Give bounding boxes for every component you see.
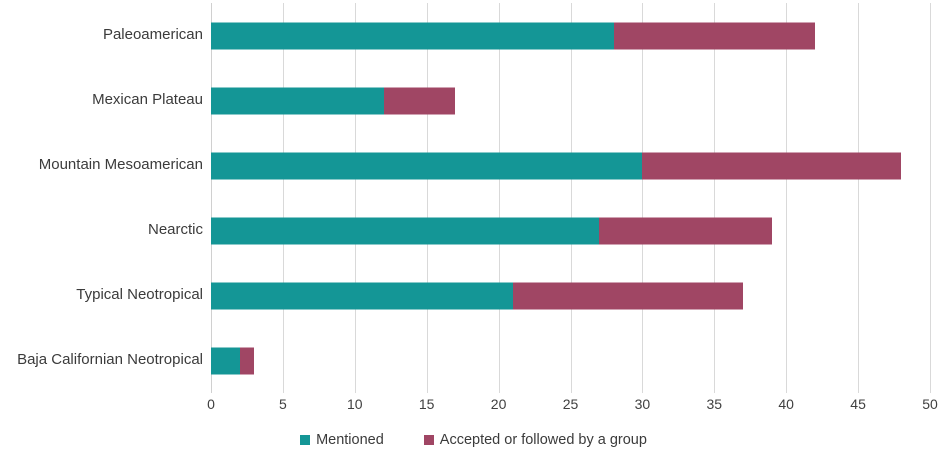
category-label: Mexican Plateau	[92, 91, 203, 109]
legend-label: Mentioned	[316, 432, 384, 448]
bar-slot	[211, 328, 930, 393]
x-tick-label: 10	[347, 396, 363, 412]
x-tick-label: 15	[418, 396, 435, 412]
bar-slot	[211, 3, 930, 68]
bar-segment-accepted	[383, 87, 456, 114]
category-label: Nearctic	[147, 221, 203, 239]
legend-swatch-icon	[423, 435, 434, 445]
bar-slot	[211, 68, 930, 133]
x-tick-label: 35	[706, 396, 723, 412]
gridline	[786, 3, 788, 393]
x-tick-label: 0	[207, 396, 215, 412]
legend-item: Accepted or followed by a group	[423, 432, 647, 448]
stacked-bar	[211, 87, 930, 114]
plot-area	[211, 3, 931, 393]
category-label: Mountain Mesoamerican	[38, 156, 203, 174]
stacked-bar	[211, 22, 930, 49]
bar-segment-mentioned	[211, 347, 240, 374]
x-tick-label: 20	[490, 396, 507, 412]
bar-segment-mentioned	[211, 152, 643, 179]
bar-segment-mentioned	[211, 87, 384, 114]
gridline	[930, 3, 931, 393]
bar-segment-accepted	[599, 217, 772, 244]
stacked-bar	[211, 217, 930, 244]
legend: Mentioned Accepted or followed by a group	[0, 432, 947, 448]
x-tick-label: 25	[562, 396, 579, 412]
x-tick-label: 5	[278, 396, 287, 412]
x-tick-label: 45	[850, 396, 866, 412]
stacked-bar	[211, 152, 930, 179]
stacked-bar	[211, 347, 930, 374]
legend-label: Accepted or followed by a group	[439, 432, 647, 448]
category-axis: Paleoamerican Mexican Plateau Mountain Mes…	[0, 3, 203, 393]
bar-segment-mentioned	[211, 217, 600, 244]
category-label: Typical Neotropical	[76, 286, 203, 304]
legend-item: Mentioned	[300, 432, 384, 448]
x-tick-label: 30	[634, 396, 651, 412]
bar-slot	[211, 133, 930, 198]
gridline	[354, 3, 356, 393]
gridline	[570, 3, 572, 393]
plot-row: Paleoamerican Mexican Plateau Mountain Mes…	[0, 3, 947, 393]
bar-segment-accepted	[239, 347, 255, 374]
category-label: Baja Californian Neotropical	[17, 351, 203, 369]
bar-segment-mentioned	[211, 22, 614, 49]
gridline	[858, 3, 860, 393]
bar-slot	[211, 263, 930, 328]
bar-segment-mentioned	[211, 282, 513, 309]
bar-segment-accepted	[642, 152, 902, 179]
gridline	[282, 3, 284, 393]
x-tick-label: 40	[778, 396, 794, 412]
bar-segment-accepted	[613, 22, 815, 49]
gridline	[426, 3, 428, 393]
gridline	[714, 3, 716, 393]
legend-swatch-icon	[300, 435, 311, 445]
category-label: Paleoamerican	[102, 26, 203, 44]
gridline	[642, 3, 644, 393]
value-axis-line	[211, 3, 212, 393]
x-axis: 0 5 10 15 20 25 30 35 40 45 50	[207, 396, 938, 416]
gridline	[498, 3, 500, 393]
bar-slot	[211, 198, 930, 263]
bar-segment-accepted	[512, 282, 744, 309]
stacked-bar	[211, 282, 930, 309]
x-tick-label: 50	[922, 396, 938, 412]
bars	[211, 3, 930, 393]
